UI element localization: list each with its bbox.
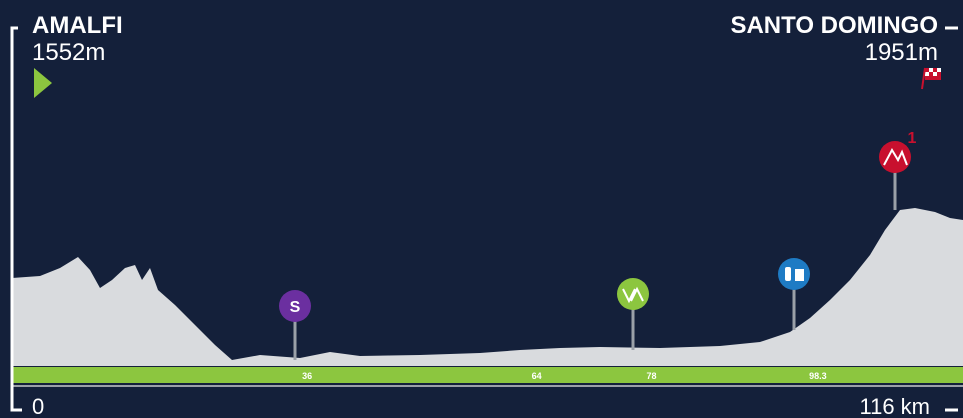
finish-name: SANTO DOMINGO [730,12,938,39]
finish-elevation: 1951m [865,39,938,66]
svg-text:S: S [290,299,301,316]
km-label: 64 [532,371,542,381]
km-label: 98.3 [809,371,827,381]
start-elevation: 1552m [32,39,105,66]
km-label: 78 [646,371,656,381]
distance-start: 0 [32,394,44,418]
start-name: AMALFI [32,12,123,39]
climb-category: 1 [908,130,917,147]
km-label: 36 [302,371,312,381]
stage-profile: AMALFI 1552m SANTO DOMINGO 1951m S 1 0 1… [0,0,963,418]
distance-end: 116 km [859,394,930,418]
